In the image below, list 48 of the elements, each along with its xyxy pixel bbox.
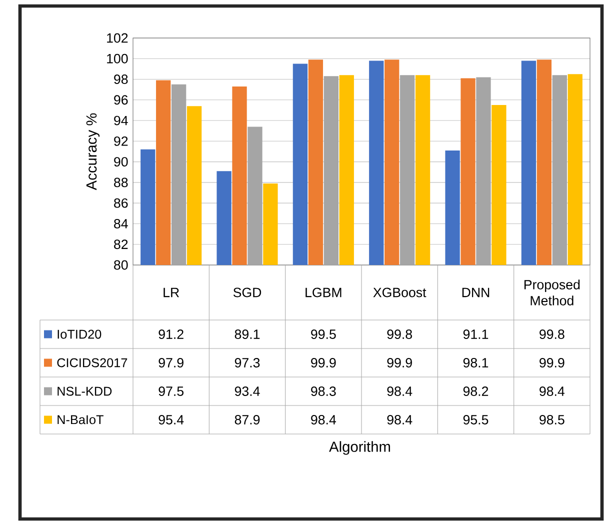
data-label: 97.3 xyxy=(234,358,260,368)
y-tick-label: 88 xyxy=(114,178,128,188)
data-label: 98.4 xyxy=(540,386,565,396)
x-tick-label: SGD xyxy=(233,288,262,298)
data-label: 99.5 xyxy=(311,330,336,339)
y-tick-label: 98 xyxy=(114,74,128,84)
y-tick-label: 94 xyxy=(114,116,128,126)
legend-label: CICIDS2017 xyxy=(57,358,128,368)
data-label: 95.5 xyxy=(463,415,488,424)
y-tick-label: 84 xyxy=(114,219,128,228)
data-label: 99.9 xyxy=(311,358,336,368)
y-tick-label: 86 xyxy=(114,198,128,208)
data-label: 97.9 xyxy=(158,358,184,368)
data-label: 99.9 xyxy=(540,358,564,368)
data-label: 97.5 xyxy=(158,386,184,396)
y-tick-label: 80 xyxy=(114,260,128,270)
x-tick-label: Proposed Method xyxy=(524,280,580,306)
legend-label: N-BaIoT xyxy=(58,415,104,424)
legend-label: NSL-KDD xyxy=(58,386,112,396)
y-tick-label: 96 xyxy=(114,95,128,105)
data-label: 99.9 xyxy=(387,358,412,368)
data-label: 98.2 xyxy=(463,386,488,396)
y-axis-title: Accuracy % xyxy=(86,113,100,190)
data-label: 99.8 xyxy=(540,330,564,339)
data-label: 99.8 xyxy=(387,330,412,339)
data-label: 95.4 xyxy=(158,415,184,424)
x-tick-label: XGBoost xyxy=(373,288,426,298)
x-tick-label: DNN xyxy=(462,288,490,298)
data-label: 87.9 xyxy=(234,415,260,424)
data-label: 98.3 xyxy=(311,386,336,396)
data-label: 98.1 xyxy=(463,358,488,368)
y-tick-label: 102 xyxy=(107,33,128,43)
y-tick-label: 90 xyxy=(114,157,128,167)
x-tick-label: LGBM xyxy=(306,288,342,298)
data-label: 91.2 xyxy=(158,330,184,339)
data-label: 98.4 xyxy=(387,415,412,424)
y-tick-label: 82 xyxy=(114,240,128,250)
y-tick-label: 92 xyxy=(114,136,128,146)
data-label: 98.5 xyxy=(540,415,564,424)
x-tick-label: LR xyxy=(164,288,179,298)
data-label: 91.1 xyxy=(463,330,488,339)
text: Algorithm xyxy=(329,441,390,455)
y-tick-label: 100 xyxy=(107,54,128,64)
data-label: 89.1 xyxy=(234,330,260,339)
data-label: 98.4 xyxy=(387,386,412,396)
legend-label: IoTID20 xyxy=(58,330,102,339)
data-label: 98.4 xyxy=(311,415,336,424)
data-label: 93.4 xyxy=(234,386,260,396)
